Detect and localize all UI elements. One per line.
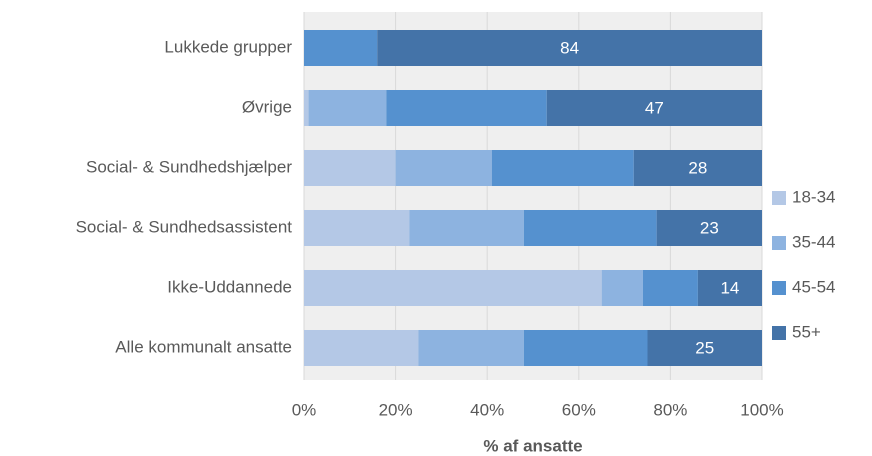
legend-swatch	[772, 281, 786, 295]
bar-segment	[304, 210, 410, 246]
bar-segment	[304, 270, 602, 306]
bar-segment	[546, 90, 762, 126]
bar-segment	[304, 330, 419, 366]
x-tick-label: 0%	[292, 400, 317, 419]
bar-segment	[491, 150, 634, 186]
data-label: 84	[560, 38, 579, 57]
x-tick-label: 40%	[470, 400, 504, 419]
y-tick-label: Ikke-Uddannede	[167, 277, 292, 296]
bar-segment	[418, 330, 524, 366]
bar-segment	[523, 330, 648, 366]
data-label: 28	[688, 158, 707, 177]
bar-segment	[656, 210, 762, 246]
bar-segment	[642, 270, 698, 306]
bar-segment	[308, 90, 387, 126]
legend-swatch	[772, 191, 786, 205]
legend-label: 45-54	[792, 277, 835, 296]
bar-segment	[633, 150, 762, 186]
bar-segment	[697, 270, 762, 306]
plot-area	[304, 12, 762, 380]
legend-label: 55+	[792, 322, 821, 341]
x-tick-label: 80%	[653, 400, 687, 419]
legend-swatch	[772, 236, 786, 250]
x-tick-label: 100%	[740, 400, 783, 419]
bar-segment	[395, 150, 492, 186]
y-tick-label: Alle kommunalt ansatte	[115, 337, 292, 356]
x-tick-label: 20%	[379, 400, 413, 419]
bar-segment	[304, 150, 396, 186]
legend-label: 35-44	[792, 232, 835, 251]
x-tick-label: 60%	[562, 400, 596, 419]
bar-segment	[523, 210, 657, 246]
y-tick-label: Social- & Sundhedsassistent	[76, 217, 293, 236]
bar-segment	[409, 210, 524, 246]
bar-segment	[377, 30, 762, 66]
bar-segment	[647, 330, 762, 366]
y-tick-label: Social- & Sundhedshjælper	[86, 157, 292, 176]
bar-segment	[304, 30, 378, 66]
data-label: 14	[720, 278, 739, 297]
bar-segment	[386, 90, 547, 126]
data-label: 25	[695, 338, 714, 357]
y-tick-label: Lukkede grupper	[164, 37, 292, 56]
data-label: 23	[700, 218, 719, 237]
x-axis-title: % af ansatte	[483, 436, 582, 455]
data-label: 47	[645, 98, 664, 117]
y-tick-label: Øvrige	[242, 97, 292, 116]
legend-label: 18-34	[792, 187, 835, 206]
bar-segment	[601, 270, 643, 306]
legend-swatch	[772, 326, 786, 340]
bar-segment	[304, 90, 309, 126]
